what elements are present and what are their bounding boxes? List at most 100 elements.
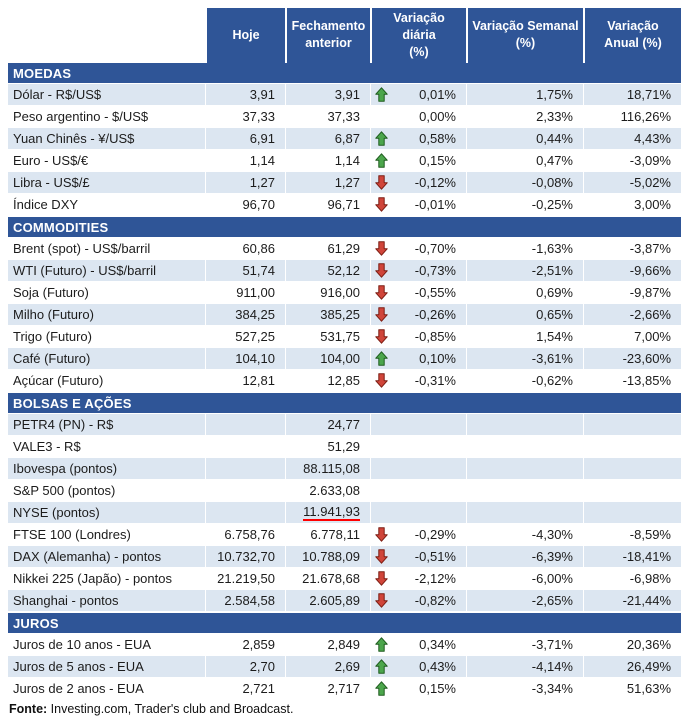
variacao-diaria-value: -0,85% [414,329,456,344]
up-arrow-icon [375,637,389,652]
fechamento-value: 2,717 [327,681,360,696]
up-arrow-icon [375,681,389,696]
variacao-diaria-value: -0,73% [414,263,456,278]
no-arrow [375,109,389,124]
variacao-diaria-value: -0,51% [414,549,456,564]
fechamento-value: 3,91 [334,87,360,102]
header-hoje: Hoje [205,8,285,63]
fechamento-value: 6.778,11 [310,527,360,542]
row-label: Brent (spot) - US$/barril [13,241,151,256]
down-arrow-icon [375,527,389,542]
row-label: Shanghai - pontos [13,593,119,608]
row-label: Índice DXY [13,197,79,212]
table-row: Café (Futuro) 104,10 104,00 0,10% -3,61% -23,… [8,348,681,370]
hoje-value: 104,10 [205,348,285,369]
variacao-anual-value: -9,66% [583,260,681,281]
fechamento-value: 96,71 [327,197,360,212]
fechamento-value: 51,29 [327,439,360,454]
variacao-semanal-value: -2,65% [466,590,583,611]
variacao-diaria-cell: -0,01% [370,194,466,215]
fechamento-value: 531,75 [320,329,360,344]
variacao-semanal-value [466,458,583,479]
variacao-semanal-value: 1,75% [466,84,583,105]
hoje-value: 96,70 [205,194,285,215]
table-row: Dólar - R$/US$ 3,91 3,91 0,01% 1,75% 18,71% [8,84,681,106]
table-header-row: Hoje Fechamento anterior Variação diária… [8,8,681,63]
variacao-diaria-cell: -0,51% [370,546,466,567]
fechamento-value: 916,00 [320,285,360,300]
fechamento-value: 88.115,08 [303,461,360,476]
variacao-diaria-value: 0,00% [419,109,456,124]
variacao-anual-value: 20,36% [583,634,681,655]
table-row: PETR4 (PN) - R$ 24,77 [8,414,681,436]
row-label: Açúcar (Futuro) [13,373,104,388]
row-label: S&P 500 (pontos) [13,483,116,498]
variacao-diaria-value: 0,01% [419,87,456,102]
fechamento-cell: 21.678,68 [285,568,370,589]
row-label: Trigo (Futuro) [13,329,92,344]
row-label: Libra - US$/£ [13,175,90,190]
variacao-diaria-value: -2,12% [414,571,456,586]
row-label: Soja (Futuro) [13,285,89,300]
variacao-anual-value [583,458,681,479]
fechamento-cell: 61,29 [285,238,370,259]
table-row: DAX (Alemanha) - pontos 10.732,70 10.788,0… [8,546,681,568]
hoje-value: 911,00 [205,282,285,303]
header-variacao-anual: Variação Anual (%) [583,8,681,63]
variacao-semanal-value: -3,34% [466,678,583,699]
variacao-diaria-value: 0,34% [419,637,456,652]
variacao-anual-value: -2,66% [583,304,681,325]
variacao-anual-value: -13,85% [583,370,681,391]
market-table-body: MOEDAS Dólar - R$/US$ 3,91 3,91 0,01% 1,75% 18… [8,62,681,700]
no-arrow [375,417,389,432]
variacao-semanal-value: -4,30% [466,524,583,545]
header-fechamento-anterior: Fechamento anterior [285,8,370,63]
table-row: Açúcar (Futuro) 12,81 12,85 -0,31% -0,62% -13… [8,370,681,392]
row-label: Milho (Futuro) [13,307,94,322]
down-arrow-icon [375,307,389,322]
row-label: Euro - US$/€ [13,153,89,168]
table-row: Peso argentino - $/US$ 37,33 37,33 0,00% 2,3… [8,106,681,128]
variacao-semanal-value: 0,47% [466,150,583,171]
variacao-semanal-value: -6,39% [466,546,583,567]
variacao-diaria-cell: -0,31% [370,370,466,391]
fechamento-value: 2,849 [327,637,360,652]
hoje-value: 21.219,50 [205,568,285,589]
down-arrow-icon [375,571,389,586]
variacao-anual-value: -23,60% [583,348,681,369]
row-label: VALE3 - R$ [13,439,81,454]
table-row: Ibovespa (pontos) 88.115,08 [8,458,681,480]
table-row: Shanghai - pontos 2.584,58 2.605,89 -0,82% -… [8,590,681,612]
variacao-anual-value: 7,00% [583,326,681,347]
hoje-value [205,458,285,479]
variacao-diaria-cell: 0,43% [370,656,466,677]
section-header-row: COMMODITIES [8,216,681,238]
variacao-semanal-value [466,436,583,457]
variacao-semanal-value [466,502,583,523]
variacao-anual-value: 4,43% [583,128,681,149]
hoje-value: 2,859 [205,634,285,655]
fechamento-value: 2.605,89 [309,593,360,608]
variacao-anual-value: -5,02% [583,172,681,193]
up-arrow-icon [375,659,389,674]
variacao-diaria-value: 0,58% [419,131,456,146]
variacao-diaria-value: -0,26% [414,307,456,322]
section-title: BOLSAS E AÇÕES [13,395,132,411]
variacao-diaria-cell: -0,82% [370,590,466,611]
down-arrow-icon [375,593,389,608]
fechamento-cell: 24,77 [285,414,370,435]
down-arrow-icon [375,197,389,212]
fechamento-value: 385,25 [320,307,360,322]
variacao-anual-value [583,414,681,435]
fechamento-cell: 6,87 [285,128,370,149]
section-title: COMMODITIES [13,219,109,235]
section-title: JUROS [13,615,59,631]
table-row: VALE3 - R$ 51,29 [8,436,681,458]
section-header-row: BOLSAS E AÇÕES [8,392,681,414]
hoje-value: 37,33 [205,106,285,127]
section-header-row: JUROS [8,612,681,634]
variacao-diaria-cell: 0,10% [370,348,466,369]
variacao-anual-value [583,480,681,501]
header-variacao-semanal: Variação Semanal (%) [466,8,583,63]
hoje-value: 1,27 [205,172,285,193]
